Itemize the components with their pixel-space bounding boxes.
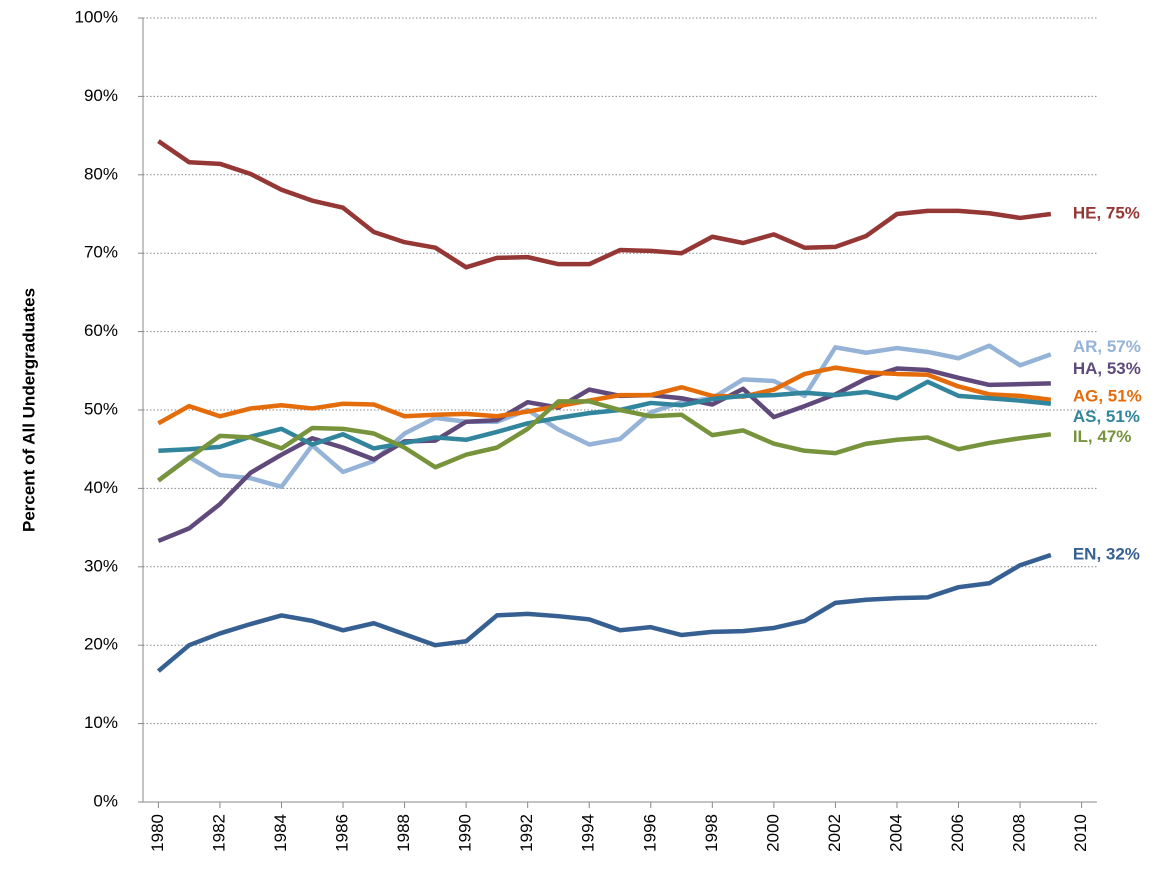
x-tick-label: 1996: [640, 814, 659, 852]
y-tick-label: 0%: [93, 791, 118, 810]
end-label: AG, 51%: [1073, 386, 1142, 405]
x-tick-label: 1998: [702, 814, 721, 852]
y-tick-label: 60%: [84, 321, 118, 340]
end-label: HE, 75%: [1073, 203, 1140, 222]
end-label: IL, 47%: [1073, 427, 1132, 446]
x-tick-label: 1982: [209, 814, 228, 852]
y-axis-title: Percent of All Undergraduates: [19, 288, 38, 532]
x-tick-label: 2002: [825, 814, 844, 852]
y-tick-label: 100%: [75, 7, 118, 26]
series-line: [158, 379, 1052, 454]
y-tick-label: 10%: [84, 713, 118, 732]
x-tick-label: 2010: [1071, 814, 1090, 852]
x-tick-label: 1984: [271, 814, 290, 852]
series-line: [157, 365, 1052, 426]
x-tick-label: 1980: [148, 814, 167, 852]
x-tick-label: 1992: [517, 814, 536, 852]
series-line: [157, 366, 1051, 544]
end-label: AR, 57%: [1073, 337, 1141, 356]
x-tick-label: 1990: [456, 814, 475, 852]
end-label: AS, 51%: [1073, 407, 1140, 426]
y-tick-label: 30%: [84, 556, 118, 575]
x-tick-label: 2004: [886, 814, 905, 852]
y-tick-label: 20%: [84, 635, 118, 654]
end-label: EN, 32%: [1073, 545, 1140, 564]
y-tick-label: 90%: [84, 86, 118, 105]
x-tick-label: 1988: [394, 814, 413, 852]
series-line: [157, 399, 1052, 483]
y-tick-label: 50%: [84, 399, 118, 418]
x-tick-label: 2006: [948, 814, 967, 852]
series-line: [157, 139, 1052, 270]
y-tick-label: 70%: [84, 243, 118, 262]
x-tick-label: 1994: [579, 814, 598, 852]
x-tick-label: 2008: [1010, 814, 1029, 852]
y-tick-label: 40%: [84, 478, 118, 497]
series-line: [157, 343, 1052, 490]
end-label: HA, 53%: [1073, 359, 1141, 378]
x-tick-label: 1986: [333, 814, 352, 852]
series-line: [156, 552, 1052, 673]
y-tick-label: 80%: [84, 164, 118, 183]
x-tick-label: 2000: [763, 814, 782, 852]
